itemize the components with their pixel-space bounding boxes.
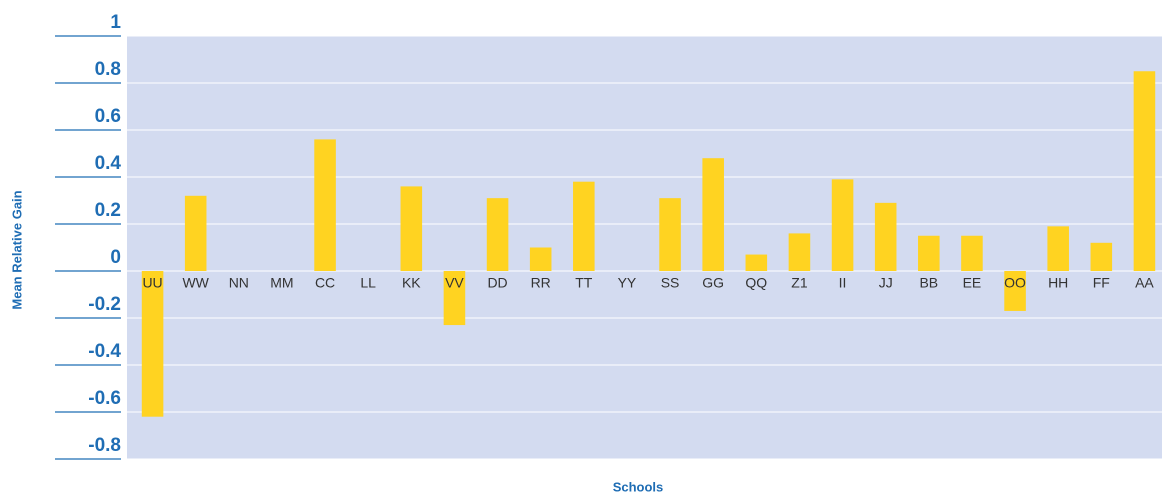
x-tick-label: WW [182,275,209,291]
x-tick-label: AA [1135,275,1154,291]
plot-area [127,36,1162,459]
bar [918,235,940,271]
x-tick-label: YY [618,275,637,291]
bar [1004,271,1026,311]
x-tick-label: DD [487,275,507,291]
x-axis-label: Schools [613,479,664,494]
x-tick-label: NN [229,275,249,291]
bar [831,179,854,271]
bar [788,233,811,271]
x-tick-label: UU [142,275,162,291]
x-tick-label: CC [315,275,335,291]
bar [529,247,552,271]
bar [443,271,466,326]
bar [184,195,207,271]
y-tick-label: -0.6 [88,388,121,409]
x-tick-label: JJ [879,275,893,291]
bar [702,158,724,271]
x-tick-label: KK [402,275,421,291]
y-tick-label: 0.4 [95,153,122,174]
bar [961,235,983,271]
x-tick-label: RR [531,275,551,291]
bar [1090,242,1113,271]
y-tick-label: -0.4 [88,341,121,362]
bar [400,186,423,271]
x-tick-label: II [839,275,847,291]
x-tick-label: VV [445,275,464,291]
bar [314,139,336,271]
bar [573,181,595,271]
x-tick-label: TT [575,275,593,291]
x-tick-label: EE [963,275,982,291]
y-axis-label: Mean Relative Gain [9,190,24,309]
x-tick-label: Z1 [791,275,808,291]
x-tick-label: GG [702,275,724,291]
y-tick-label: -0.8 [88,435,121,456]
bar [1133,71,1156,271]
bar [745,254,768,271]
x-tick-label: OO [1004,275,1026,291]
bar [1047,226,1069,271]
x-tick-label: FF [1093,275,1110,291]
bar [874,202,897,271]
x-tick-label: SS [661,275,680,291]
x-tick-label: HH [1048,275,1068,291]
y-tick-label: 0.2 [95,200,121,221]
x-tick-label: LL [360,275,376,291]
bar [141,271,164,417]
y-tick-label: 0.6 [95,106,121,127]
x-tick-label: BB [919,275,938,291]
y-tick-label: 1 [110,12,121,33]
y-tick-label: -0.2 [88,294,121,315]
bar [486,198,509,271]
y-tick-label: 0.8 [95,59,121,80]
y-tick-label: 0 [110,247,121,268]
bar [659,198,681,271]
x-tick-label: QQ [745,275,767,291]
x-tick-label: MM [270,275,293,291]
